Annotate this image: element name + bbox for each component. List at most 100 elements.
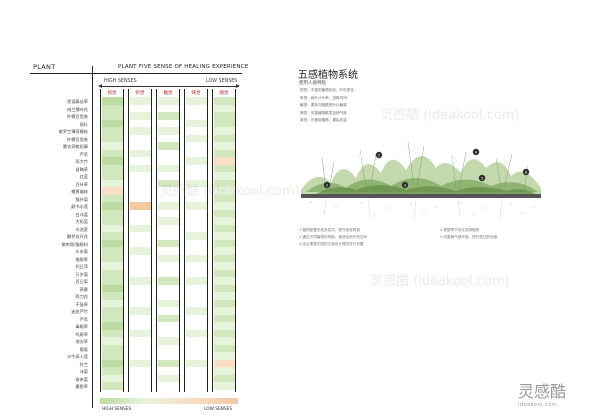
note-line: 3.结合康复花园的五感设计理念进行布置 — [299, 242, 364, 246]
sense-cell — [102, 172, 123, 180]
sense-columns: 视觉 听觉 触觉 味觉 嗅觉 — [100, 89, 240, 395]
sense-cell — [214, 314, 235, 322]
plant-name: 百叶草 — [75, 181, 88, 187]
sense-cell — [102, 202, 123, 210]
sense-cell — [130, 202, 151, 210]
brand-logo: 灵感酷 — [518, 382, 567, 401]
sense-cell — [214, 202, 235, 210]
sense-cell — [130, 277, 151, 285]
sense-cell — [214, 134, 235, 142]
sense-cell — [102, 104, 123, 112]
plant-name: 麟罗软尺花 — [67, 234, 88, 239]
sense-cell — [102, 239, 123, 247]
plant-name: 绒兰穗叶花 — [67, 106, 88, 112]
sense-cell — [158, 239, 179, 247]
plant-name-list: 弦语藤丝草 绒兰穗叶花 柠檬百里香 银杉 紫罗兰薄荷缠枝 柠檬百里香 薰衣洞紫阳藤 芦苇 雨大竹… — [30, 99, 88, 400]
sense-cell — [102, 119, 123, 127]
sense-column: 听觉 — [128, 89, 152, 392]
plant-name: 芦苇 — [79, 316, 88, 322]
note-line: 1.植物配置形成多层次，提升感官刺激 — [299, 228, 360, 232]
planting-section-illustration: 1 2 3 4 5 6 — [301, 141, 541, 221]
sense-cell — [158, 337, 179, 345]
sense-cell — [102, 247, 123, 255]
sense-cell — [214, 292, 235, 300]
sense-cell — [214, 269, 235, 277]
sense-cell — [214, 127, 235, 135]
marker-label: 5 — [481, 177, 483, 181]
sense-header: 味觉 — [191, 91, 201, 96]
note-line: 4.根据季节变化选择植物 — [440, 228, 480, 232]
sense-cell — [158, 164, 179, 172]
sense-cell — [214, 262, 235, 270]
sense-cell — [158, 97, 179, 105]
plant-name: 芦苇 — [79, 151, 88, 157]
sense-cell — [102, 314, 123, 322]
watermark-text: 灵感酷 (ideakool.com) — [160, 184, 300, 199]
plant-name: 葡萄 — [79, 346, 88, 352]
notes-right: 4.根据季节变化选择植物 5.改善微气候环境，提升居住舒适度 — [440, 228, 497, 240]
sense-cell — [130, 247, 151, 255]
sense-cell — [186, 202, 207, 210]
sense-cell — [214, 224, 235, 232]
sense-cell — [214, 112, 235, 120]
plant-name: 紫荆骨/猫眼科 — [61, 241, 88, 247]
plant-name: 鼠麴草 — [75, 166, 88, 172]
sense-cell — [102, 97, 123, 105]
arrow-right-icon — [236, 84, 240, 88]
sense-cell — [102, 157, 123, 165]
sense-cell — [130, 329, 151, 337]
sense-cell — [186, 134, 207, 142]
sense-cell — [214, 209, 235, 217]
sense-cell — [214, 382, 235, 390]
sense-header: 嗅觉 — [219, 91, 229, 96]
sense-cell — [186, 97, 207, 105]
plant-name: 红蓝 — [79, 174, 88, 179]
sense-cell — [214, 277, 235, 285]
sense-cell — [214, 344, 235, 352]
sense-cell — [214, 322, 235, 330]
plant-name: 薰衣洞紫阳藤 — [62, 144, 88, 149]
sense-column: 触觉 — [156, 89, 180, 392]
sense-cell — [102, 382, 123, 390]
sense-cell — [186, 119, 207, 127]
plant-name: 白冰蓝 — [75, 211, 88, 217]
high-senses-bottom-label: HIGH SENSES — [102, 407, 132, 412]
sense-cell — [186, 254, 207, 262]
marker-label: 6 — [525, 171, 528, 175]
sense-cell — [186, 329, 207, 337]
plant-name: 紫罗兰薄荷缠枝 — [58, 129, 88, 134]
sense-cell — [158, 277, 179, 285]
sense-cell — [102, 344, 123, 352]
plant-name: 蠟黄貓絲 — [71, 189, 88, 194]
sense-cell — [214, 187, 235, 195]
sense-cell — [214, 157, 235, 165]
sense-cell — [102, 329, 123, 337]
sense-cell — [102, 164, 123, 172]
sense-cell — [186, 232, 207, 240]
sense-cell — [158, 127, 179, 135]
sense-cell — [158, 254, 179, 262]
section-title: 五感植物系统 — [298, 70, 358, 81]
notes-left: 1.植物配置形成多层次，提升感官刺激 2.通过不同植物的种植，营造自然疗愈空间 … — [299, 228, 367, 247]
sense-cell — [214, 239, 235, 247]
sense-cell — [102, 142, 123, 150]
low-senses-bottom-label: LOW SENSES — [204, 407, 233, 412]
vegetation-mass — [301, 155, 541, 194]
sense-cell — [130, 224, 151, 232]
sense-cell — [102, 359, 123, 367]
sense-header: 触觉 — [163, 91, 173, 96]
sense-cell — [214, 142, 235, 150]
sense-cell — [158, 217, 179, 225]
sense-cell — [102, 277, 123, 285]
plant-name: 迷迭芦竹 — [71, 309, 88, 314]
plant-name: 颠书水莲 — [71, 204, 88, 209]
sense-cell — [102, 284, 123, 292]
note-line: 2.通过不同植物的种植，营造自然疗愈空间 — [299, 235, 368, 239]
vertical-rule — [92, 66, 93, 408]
low-senses-top-label: LOW SENSES — [206, 79, 238, 84]
sense-cell — [214, 217, 235, 225]
sense-cell — [214, 329, 235, 337]
sense-cell — [158, 299, 179, 307]
sense-cell — [130, 164, 151, 172]
plant-name: 利日萍 — [75, 264, 88, 269]
